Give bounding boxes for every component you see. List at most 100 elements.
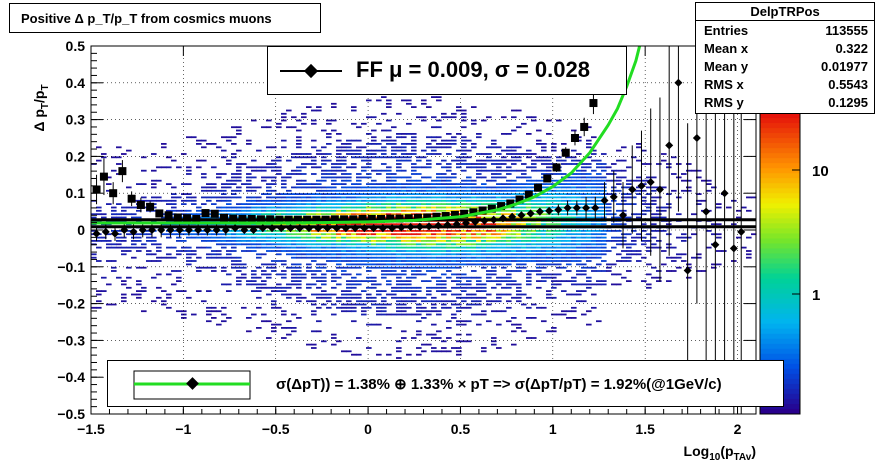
heatmap-cell (356, 196, 362, 199)
heatmap-cell (431, 223, 437, 226)
heatmap-cell (386, 186, 392, 189)
heatmap-cell (591, 246, 597, 249)
heatmap-cell (476, 240, 482, 242)
heatmap-cell (316, 223, 322, 226)
heatmap-cell (416, 253, 422, 256)
heatmap-cell (436, 146, 442, 149)
heatmap-cell (516, 230, 522, 232)
heatmap-cell (406, 233, 412, 236)
heatmap-cell (386, 183, 392, 185)
heatmap-cell (246, 176, 252, 179)
heatmap-cell (531, 179, 537, 182)
heatmap-cell (221, 173, 227, 175)
heatmap-cell (571, 209, 577, 212)
heatmap-cell (511, 116, 517, 119)
heatmap-cell (101, 213, 107, 216)
heatmap-cell (431, 146, 437, 149)
heatmap-cell (656, 163, 662, 165)
heatmap-cell (266, 213, 272, 216)
heatmap-cell (301, 166, 307, 169)
mean-point (258, 224, 267, 233)
heatmap-cell (456, 109, 462, 112)
heatmap-cell (516, 216, 522, 219)
heatmap-cell (576, 213, 582, 216)
heatmap-cell (581, 250, 587, 252)
heatmap-cell (741, 206, 747, 209)
heatmap-cell (126, 230, 132, 232)
heatmap-cell (591, 216, 597, 219)
heatmap-cell (596, 283, 602, 286)
heatmap-cell (386, 240, 392, 242)
heatmap-cell (296, 240, 302, 242)
heatmap-cell (516, 296, 522, 299)
heatmap-cell (331, 293, 337, 296)
heatmap-cell (551, 236, 557, 239)
heatmap-cell (436, 330, 442, 333)
heatmap-cell (466, 333, 472, 336)
colorbar-segment (760, 153, 800, 159)
resolution-legend-text: σ(ΔpT)) = 1.38% ⊕ 1.33% × pT => σ(ΔpT/pT… (276, 376, 722, 393)
heatmap-cell (496, 173, 502, 175)
heatmap-cell (186, 136, 192, 139)
heatmap-cell (446, 169, 452, 172)
heatmap-cell (291, 213, 297, 216)
heatmap-cell (506, 300, 512, 303)
heatmap-cell (416, 306, 422, 309)
heatmap-cell (511, 243, 517, 246)
heatmap-cell (336, 153, 342, 155)
heatmap-cell (251, 236, 257, 239)
heatmap-cell (471, 270, 477, 272)
heatmap-cell (576, 209, 582, 212)
heatmap-cell (561, 250, 567, 252)
heatmap-cell (671, 189, 677, 192)
heatmap-cell (401, 153, 407, 155)
heatmap-cell (446, 199, 452, 202)
heatmap-cell (281, 209, 287, 212)
heatmap-cell (401, 296, 407, 299)
heatmap-cell (436, 310, 442, 313)
heatmap-cell (196, 246, 202, 249)
heatmap-cell (96, 306, 102, 309)
heatmap-cell (396, 196, 402, 199)
heatmap-cell (311, 139, 317, 142)
heatmap-cell (546, 273, 552, 276)
heatmap-cell (446, 246, 452, 249)
heatmap-cell (116, 163, 122, 165)
heatmap-cell (421, 206, 427, 209)
heatmap-cell (336, 166, 342, 169)
heatmap-cell (351, 263, 357, 266)
heatmap-cell (341, 296, 347, 299)
heatmap-cell (166, 256, 172, 259)
heatmap-cell (656, 230, 662, 232)
heatmap-cell (706, 183, 712, 185)
heatmap-cell (366, 240, 372, 242)
heatmap-cell (141, 199, 147, 202)
y-tick-label: −0.4 (57, 369, 85, 385)
heatmap-cell (321, 266, 327, 269)
heatmap-cell (576, 260, 582, 262)
heatmap-cell (456, 233, 462, 236)
heatmap-cell (251, 283, 257, 286)
heatmap-cell (291, 293, 297, 296)
heatmap-cell (431, 350, 437, 353)
heatmap-cell (231, 179, 237, 182)
sigma-point (303, 215, 312, 224)
heatmap-cell (556, 250, 562, 252)
heatmap-cell (311, 273, 317, 276)
heatmap-cell (381, 263, 387, 266)
heatmap-cell (136, 183, 142, 185)
heatmap-cell (536, 266, 542, 269)
heatmap-cell (496, 216, 502, 219)
heatmap-cell (151, 169, 157, 172)
heatmap-cell (476, 260, 482, 262)
heatmap-cell (446, 116, 452, 119)
heatmap-cell (411, 337, 417, 339)
heatmap-cell (216, 209, 222, 212)
heatmap-cell (366, 236, 372, 239)
heatmap-cell (386, 260, 392, 262)
heatmap-cell (556, 280, 562, 282)
y-tick-label: 0.1 (66, 185, 86, 201)
heatmap-cell (366, 99, 372, 102)
heatmap-cell (186, 296, 192, 299)
heatmap-cell (401, 193, 407, 195)
